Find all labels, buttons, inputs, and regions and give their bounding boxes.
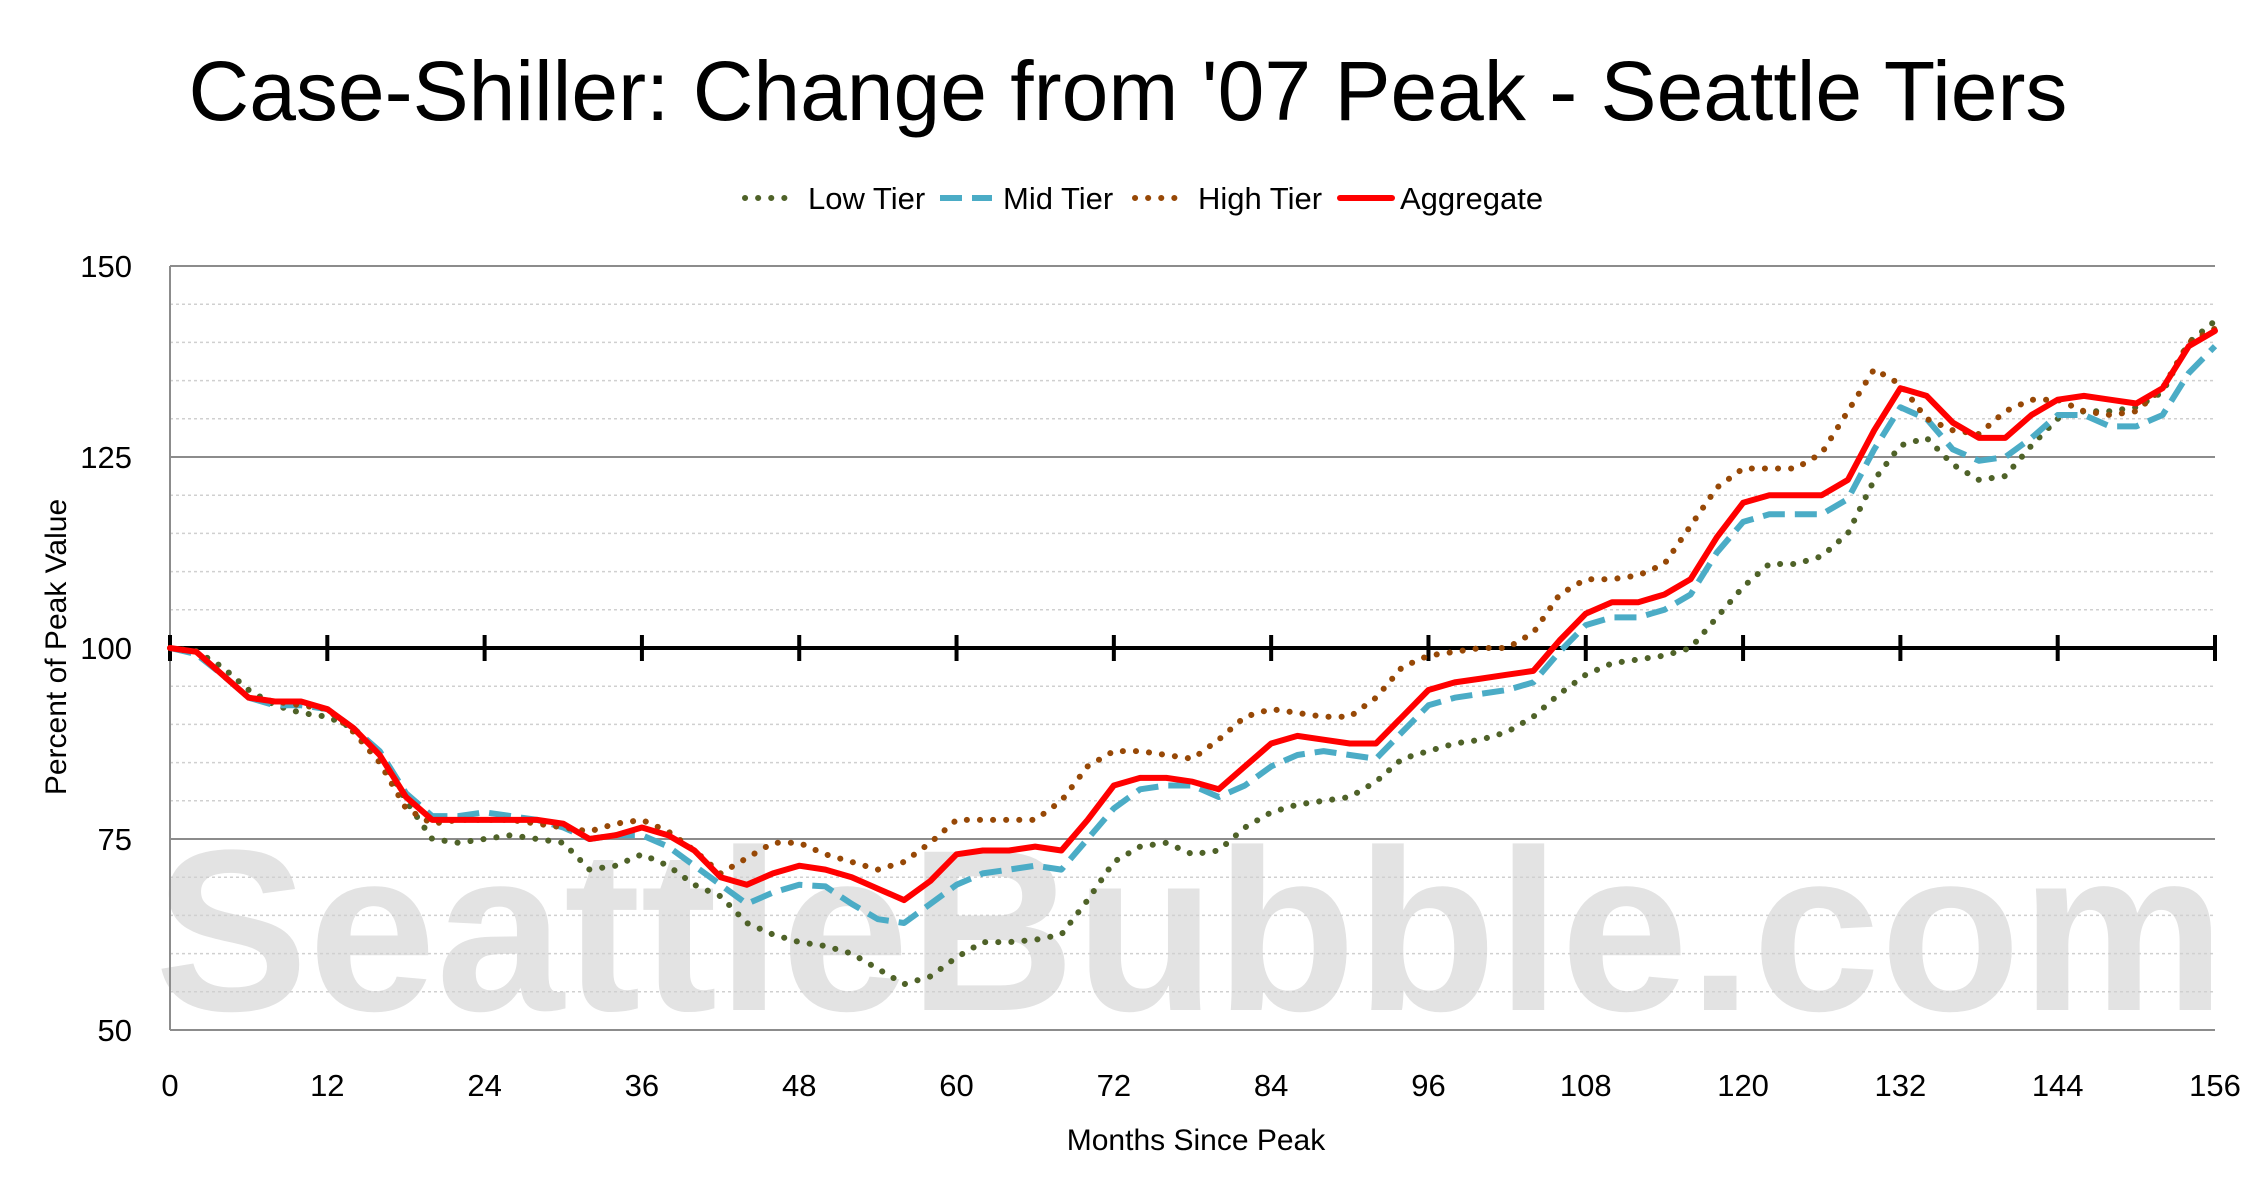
grid-lines (170, 265, 2215, 1031)
x-tick-label: 96 (1411, 1068, 1445, 1103)
x-tick-label: 132 (1875, 1068, 1927, 1103)
y-tick-label: 100 (80, 631, 132, 666)
x-tick-label: 24 (467, 1068, 501, 1103)
x-tick-label: 84 (1254, 1068, 1288, 1103)
x-tick-label: 156 (2189, 1068, 2241, 1103)
series-line-mid-tier (169, 344, 2218, 926)
y-axis-title: Percent of Peak Value (40, 499, 73, 795)
series-line-low-tier (167, 318, 2218, 988)
y-tick-label: 50 (98, 1013, 132, 1048)
watermark-text: SeattleBubble.com (155, 802, 2225, 1059)
x-tick-label: 144 (2032, 1068, 2084, 1103)
x-tick-label: 0 (161, 1068, 178, 1103)
legend: Low Tier Mid Tier High Tier Aggregate (742, 181, 1543, 216)
plot-area (168, 266, 2217, 1030)
legend-label-aggregate: Aggregate (1400, 181, 1543, 216)
y-axis-ticks: 50 75 100 125 150 (80, 249, 132, 1048)
y-tick-label: 125 (80, 440, 132, 475)
x-axis-title: Months Since Peak (1067, 1124, 1326, 1157)
x-tick-label: 108 (1560, 1068, 1612, 1103)
series-line-aggregate (167, 327, 2218, 904)
x-tick-label: 48 (782, 1068, 816, 1103)
series-line-high-tier (167, 325, 2218, 877)
series-layer (167, 318, 2218, 988)
chart-title: Case-Shiller: Change from '07 Peak - Sea… (189, 44, 2068, 138)
x-tick-label: 36 (625, 1068, 659, 1103)
y-tick-label: 75 (98, 822, 132, 857)
y-tick-label: 150 (80, 249, 132, 284)
legend-label-high-tier: High Tier (1198, 181, 1322, 216)
x-tick-label: 120 (1717, 1068, 1769, 1103)
legend-label-mid-tier: Mid Tier (1003, 181, 1113, 216)
x-tick-label: 12 (310, 1068, 344, 1103)
legend-label-low-tier: Low Tier (808, 181, 925, 216)
x-tick-label: 72 (1097, 1068, 1131, 1103)
x-axis-ticks: 0 12 24 36 48 60 72 84 96 108 120 132 144 156 (161, 1068, 2240, 1103)
x-tick-label: 60 (939, 1068, 973, 1103)
